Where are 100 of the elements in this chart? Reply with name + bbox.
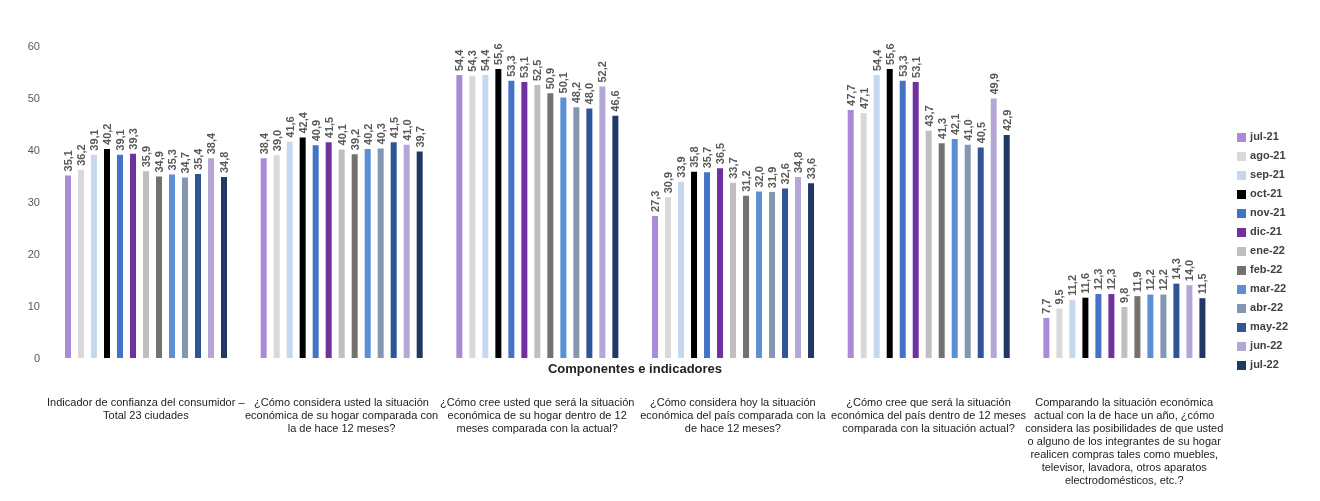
bar: [495, 68, 502, 358]
data-label: 41,5: [387, 116, 400, 139]
bar: [1056, 308, 1063, 358]
data-label: 35,4: [191, 147, 204, 170]
y-tick-label: 10: [27, 299, 40, 312]
bar: [573, 107, 580, 358]
data-label: 31,2: [739, 170, 752, 192]
data-label: 48,2: [570, 81, 583, 104]
legend-label: dic-21: [1250, 225, 1282, 237]
bar: [899, 80, 906, 358]
bar: [756, 191, 763, 358]
data-label: 40,2: [361, 123, 374, 145]
bar: [364, 148, 371, 358]
data-label: 47,1: [857, 87, 870, 110]
data-label: 39,2: [348, 128, 361, 151]
data-label: 38,4: [204, 132, 217, 155]
bar: [65, 175, 71, 358]
y-tick-label: 20: [27, 247, 40, 260]
bar: [104, 148, 110, 358]
data-label: 40,2: [100, 123, 113, 145]
data-label: 35,3: [165, 149, 178, 171]
bar: [143, 171, 149, 358]
legend-label: oct-21: [1250, 187, 1283, 199]
data-label: 33,7: [726, 157, 739, 179]
bar: [730, 182, 737, 358]
bar: [1003, 134, 1010, 358]
bar: [1160, 294, 1167, 358]
bar: [1121, 307, 1128, 358]
data-label: 52,5: [531, 59, 544, 81]
bar: [691, 171, 698, 358]
legend-label: jun-22: [1250, 339, 1283, 351]
data-label: 46,6: [609, 90, 622, 112]
legend-label: abr-22: [1250, 301, 1284, 313]
bar: [377, 148, 384, 358]
data-label: 54,4: [479, 48, 492, 72]
data-label: 53,3: [896, 55, 909, 77]
bar: [1069, 299, 1076, 358]
y-tick-label: 40: [27, 143, 40, 156]
bar: [652, 216, 659, 358]
bar: [769, 192, 776, 358]
x-tick-label: ¿Cómo cree usted que será la situación económica de su hogar dentro de 12 meses comparada con la actual?: [438, 396, 636, 435]
data-label: 47,7: [844, 84, 857, 106]
bar: [1186, 285, 1193, 358]
legend-label: jul-21: [1250, 130, 1279, 142]
y-tick-label: 30: [27, 195, 40, 208]
bar: [1095, 294, 1102, 358]
bar: [1147, 294, 1154, 358]
data-label: 38,4: [257, 132, 270, 155]
bar: [456, 75, 463, 358]
bar: [860, 113, 867, 358]
bar: [1108, 294, 1115, 358]
bar: [977, 147, 984, 358]
data-label: 35,1: [61, 150, 74, 172]
x-tick-label: Comparando la situación económica actual con la de hace un año, ¿cómo considera las posibilidades de que usted o alguno de los integrantes de su hogar realicen compras tales como muebles, televisor, lavadora, otros aparatos electrodomésticos, etc.?: [1025, 396, 1225, 487]
data-label: 41,3: [935, 117, 948, 140]
bar: [1173, 283, 1180, 358]
bar: [547, 93, 554, 358]
bar: [1134, 296, 1141, 358]
data-label: 12,3: [1092, 268, 1105, 291]
data-label: 11,6: [1079, 272, 1092, 294]
data-label: 31,9: [765, 166, 778, 189]
data-label: 33,6: [804, 157, 817, 180]
bar: [808, 183, 815, 358]
bar: [403, 144, 410, 358]
bar: [951, 139, 958, 358]
data-label: 41,0: [961, 119, 974, 141]
bar: [521, 81, 528, 358]
data-label: 39,7: [413, 126, 426, 148]
x-tick-label: Indicador de confianza del consumidor – Total 23 ciudades: [46, 396, 245, 422]
legend-label: jul-22: [1250, 358, 1279, 370]
data-label: 32,6: [778, 163, 791, 185]
bar: [586, 108, 593, 358]
data-label: 40,3: [374, 123, 387, 145]
bar: [260, 158, 267, 358]
data-label: 41,5: [322, 116, 335, 139]
bar: [678, 181, 685, 358]
data-label: 48,0: [583, 82, 596, 105]
data-label: 53,3: [505, 55, 518, 77]
data-label: 40,1: [335, 124, 348, 146]
bar: [925, 130, 932, 358]
bar: [886, 68, 893, 358]
data-label: 53,1: [909, 56, 922, 78]
bar: [169, 174, 175, 358]
data-label: 7,7: [1040, 298, 1053, 314]
bar: [299, 137, 306, 358]
x-axis-title: Componentes e indicadores: [547, 361, 723, 377]
y-tick-label: 0: [33, 351, 40, 364]
data-label: 54,4: [453, 48, 466, 72]
data-label: 41,6: [283, 116, 296, 138]
bar: [156, 176, 162, 358]
data-label: 14,0: [1183, 259, 1196, 282]
bar: [338, 149, 345, 358]
x-tick-label: ¿Cómo considera hoy la situación económica del país comparada con la de hace 12 meses?: [639, 396, 827, 435]
data-label: 36,2: [74, 144, 87, 166]
bar: [286, 141, 293, 358]
data-label: 35,7: [700, 146, 713, 169]
data-label: 11,9: [1131, 271, 1144, 293]
bar: [482, 75, 489, 358]
legend-label: mar-22: [1250, 282, 1287, 294]
data-label: 27,3: [648, 190, 661, 213]
